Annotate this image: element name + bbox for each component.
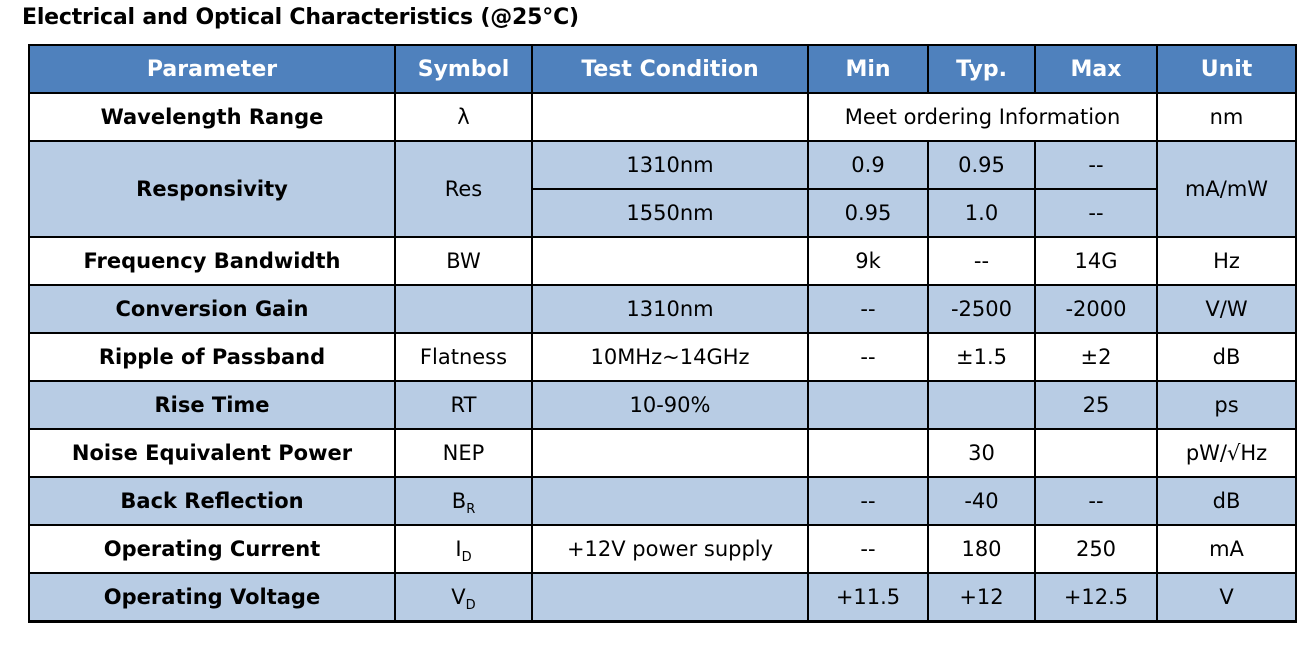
- max-cell: --: [1034, 476, 1158, 526]
- parameter-cell: Rise Time: [28, 380, 396, 430]
- symbol-cell: λ: [394, 92, 533, 142]
- header-test-condition: Test Condition: [531, 44, 809, 94]
- header-parameter: Parameter: [28, 44, 396, 94]
- header-min: Min: [807, 44, 929, 94]
- symbol-subscript: R: [466, 502, 476, 517]
- unit-cell: pW/√Hz: [1156, 428, 1297, 478]
- table-row: Operating Current ID +12V power supply -…: [28, 524, 1297, 574]
- table-row: Wavelength Range λ Meet ordering Informa…: [28, 92, 1297, 142]
- unit-cell: mA: [1156, 524, 1297, 574]
- min-cell: 0.9: [807, 140, 929, 190]
- symbol-cell: [394, 284, 533, 334]
- table-row: Responsivity Res 1310nm 0.9 0.95 -- mA/m…: [28, 140, 1297, 238]
- header-unit: Unit: [1156, 44, 1297, 94]
- condition-cell: [531, 428, 809, 478]
- max-cell: [1034, 428, 1158, 478]
- parameter-cell: Wavelength Range: [28, 92, 396, 142]
- typ-cell: -2500: [927, 284, 1036, 334]
- min-cell: --: [807, 332, 929, 382]
- unit-cell: mA/mW: [1156, 140, 1297, 238]
- unit-cell: V/W: [1156, 284, 1297, 334]
- condition-cell: 10MHz~14GHz: [531, 332, 809, 382]
- symbol-cell: BR: [394, 476, 533, 526]
- table-row: Noise Equivalent Power NEP 30 pW/√Hz: [28, 428, 1297, 478]
- parameter-cell: Conversion Gain: [28, 284, 396, 334]
- max-cell: ±2: [1034, 332, 1158, 382]
- typ-cell: 1.0: [927, 188, 1036, 238]
- symbol-cell: BW: [394, 236, 533, 286]
- condition-cell: 10-90%: [531, 380, 809, 430]
- typ-cell: ±1.5: [927, 332, 1036, 382]
- max-cell: +12.5: [1034, 572, 1158, 623]
- header-typ: Typ.: [927, 44, 1036, 94]
- symbol-cell: Res: [394, 140, 533, 238]
- table-row: Back Reflection BR -- -40 -- dB: [28, 476, 1297, 526]
- merged-value-cell: Meet ordering Information: [807, 92, 1158, 142]
- condition-cell: [531, 92, 809, 142]
- header-max: Max: [1034, 44, 1158, 94]
- min-cell: [807, 428, 929, 478]
- max-cell: 250: [1034, 524, 1158, 574]
- parameter-cell: Back Reflection: [28, 476, 396, 526]
- unit-cell: dB: [1156, 332, 1297, 382]
- table-row: Ripple of Passband Flatness 10MHz~14GHz …: [28, 332, 1297, 382]
- condition-cell: 1310nm: [531, 140, 809, 190]
- unit-cell: nm: [1156, 92, 1297, 142]
- typ-cell: [927, 380, 1036, 430]
- table-row: Frequency Bandwidth BW 9k -- 14G Hz: [28, 236, 1297, 286]
- symbol-cell: NEP: [394, 428, 533, 478]
- min-cell: --: [807, 524, 929, 574]
- symbol-cell: ID: [394, 524, 533, 574]
- header-row: Parameter Symbol Test Condition Min Typ.…: [28, 44, 1297, 94]
- max-cell: -2000: [1034, 284, 1158, 334]
- parameter-cell: Responsivity: [28, 140, 396, 238]
- min-cell: --: [807, 284, 929, 334]
- parameter-cell: Frequency Bandwidth: [28, 236, 396, 286]
- typ-cell: 0.95: [927, 140, 1036, 190]
- unit-cell: V: [1156, 572, 1297, 623]
- symbol-cell: VD: [394, 572, 533, 623]
- table-row: Conversion Gain 1310nm -- -2500 -2000 V/…: [28, 284, 1297, 334]
- typ-cell: --: [927, 236, 1036, 286]
- unit-cell: ps: [1156, 380, 1297, 430]
- max-cell: --: [1034, 140, 1158, 190]
- max-cell: 14G: [1034, 236, 1158, 286]
- table-row: Operating Voltage VD +11.5 +12 +12.5 V: [28, 572, 1297, 623]
- condition-cell: +12V power supply: [531, 524, 809, 574]
- table-title: Electrical and Optical Characteristics (…: [22, 5, 579, 30]
- min-cell: [807, 380, 929, 430]
- symbol-cell: Flatness: [394, 332, 533, 382]
- unit-cell: dB: [1156, 476, 1297, 526]
- symbol-main: I: [455, 537, 462, 561]
- parameter-cell: Operating Current: [28, 524, 396, 574]
- typ-cell: +12: [927, 572, 1036, 623]
- symbol-cell: RT: [394, 380, 533, 430]
- max-cell: 25: [1034, 380, 1158, 430]
- header-symbol: Symbol: [394, 44, 533, 94]
- condition-cell: [531, 572, 809, 623]
- max-cell: --: [1034, 188, 1158, 238]
- symbol-main: V: [451, 585, 466, 609]
- characteristics-table: Parameter Symbol Test Condition Min Typ.…: [28, 44, 1297, 623]
- symbol-subscript: D: [465, 598, 476, 613]
- symbol-subscript: D: [461, 550, 472, 565]
- parameter-cell: Operating Voltage: [28, 572, 396, 623]
- table-row: Rise Time RT 10-90% 25 ps: [28, 380, 1297, 430]
- min-cell: --: [807, 476, 929, 526]
- condition-cell: 1310nm: [531, 284, 809, 334]
- table-row: 1550nm 0.95 1.0 --: [29, 188, 1296, 238]
- min-cell: +11.5: [807, 572, 929, 623]
- symbol-main: B: [451, 489, 467, 513]
- parameter-cell: Noise Equivalent Power: [28, 428, 396, 478]
- typ-cell: 30: [927, 428, 1036, 478]
- unit-cell: Hz: [1156, 236, 1297, 286]
- typ-cell: -40: [927, 476, 1036, 526]
- min-cell: 9k: [807, 236, 929, 286]
- condition-cell: [531, 236, 809, 286]
- min-cell: 0.95: [807, 188, 929, 238]
- parameter-cell: Ripple of Passband: [28, 332, 396, 382]
- condition-cell: [531, 476, 809, 526]
- typ-cell: 180: [927, 524, 1036, 574]
- condition-cell: 1550nm: [531, 188, 809, 238]
